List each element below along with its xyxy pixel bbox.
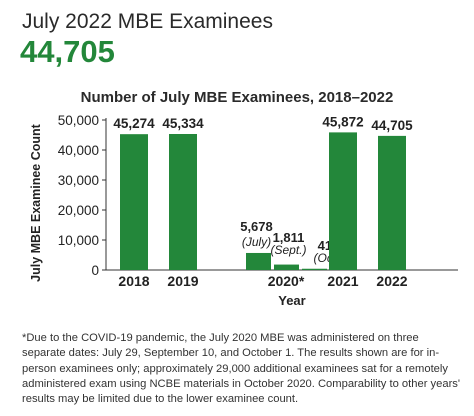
- header-total-value: 44,705: [20, 34, 115, 69]
- bar-2020-4: [302, 268, 327, 270]
- y-axis-title: July MBE Examinee Count: [29, 123, 43, 282]
- y-tick-label: 30,000: [58, 173, 99, 188]
- bar-value-label: 45,274: [113, 116, 155, 131]
- bar-2020-3: [274, 264, 299, 270]
- footnote: *Due to the COVID-19 pandemic, the July …: [22, 332, 461, 406]
- bar-value-label: 45,872: [322, 114, 363, 129]
- y-tick-label: 50,000: [58, 113, 99, 128]
- bar-2022-6: [378, 135, 406, 270]
- bar-value-label: 44,705: [371, 118, 413, 133]
- bar-2020-2: [246, 252, 271, 270]
- x-tick-label: 2020*: [268, 273, 305, 289]
- chart-title: Number of July MBE Examinees, 2018–2022: [80, 89, 394, 106]
- y-tick-label: 20,000: [58, 203, 99, 218]
- bar-sublabel: (Sept.): [270, 243, 306, 257]
- bar-sublabel: (July): [242, 235, 271, 249]
- x-tick-label: 2018: [118, 273, 149, 289]
- x-tick-label: 2019: [167, 273, 198, 289]
- y-tick-label: 40,000: [58, 143, 99, 158]
- bar-2021-5: [329, 132, 357, 270]
- x-axis-title: Year: [278, 293, 305, 308]
- header-title: July 2022 MBE Examinees: [22, 10, 273, 33]
- bar-2018-0: [120, 134, 148, 270]
- bar-value-label: 5,678: [240, 219, 273, 234]
- x-tick-label: 2021: [327, 273, 358, 289]
- y-tick-label: 10,000: [58, 233, 99, 248]
- bar-value-label: 1,811: [273, 230, 305, 245]
- x-tick-label: 2022: [376, 273, 407, 289]
- bar-value-label: 45,334: [162, 116, 204, 131]
- y-tick-label: 0: [91, 263, 99, 278]
- bar-chart: 0 10,000 20,000 30,000 40,000 50,000 July MBE …: [29, 113, 458, 308]
- bar-2019-1: [169, 133, 197, 270]
